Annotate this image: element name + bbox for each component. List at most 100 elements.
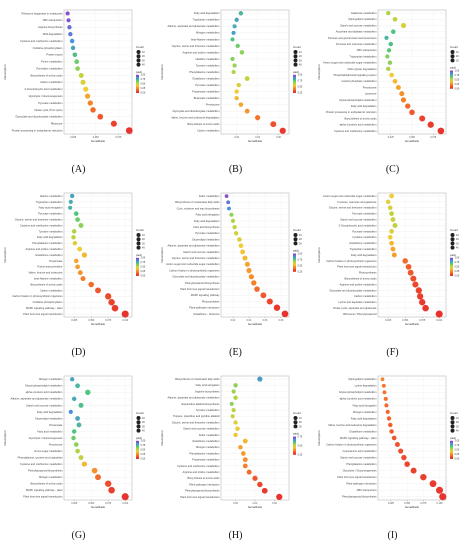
colorbar-segment: [450, 78, 453, 79]
category-label: alpha-Linolenic acid metabolism: [340, 123, 377, 127]
data-point: [387, 60, 393, 65]
y-axis-title: Description: [3, 64, 7, 79]
colorbar-segment: [136, 449, 139, 450]
data-point: [248, 274, 255, 280]
colorbar-tick-label: 0.75: [141, 261, 146, 264]
colorbar-tick-label: 0.75: [298, 259, 303, 262]
y-axis-title: Description: [3, 430, 7, 445]
data-point: [229, 401, 234, 406]
data-point: [230, 414, 235, 419]
colorbar-segment: [136, 269, 139, 270]
colorbar-segment: [293, 81, 296, 83]
data-point: [68, 409, 73, 414]
colorbar-segment: [136, 451, 139, 453]
colorbar-segment: [293, 86, 296, 88]
colorbar-segment: [136, 82, 139, 84]
category-label: Starch and sucrose metabolism: [26, 403, 62, 407]
colorbar-segment: [293, 261, 296, 262]
colorbar-segment: [293, 263, 296, 265]
colorbar-segment: [136, 454, 139, 456]
data-point: [392, 78, 398, 84]
colorbar-segment: [450, 454, 453, 456]
x-axis-title: GeneRatio: [405, 139, 420, 143]
colorbar-segment: [293, 443, 296, 445]
data-point: [419, 115, 426, 122]
data-point: [73, 211, 79, 216]
colorbar-segment: [136, 266, 139, 267]
data-point: [391, 29, 396, 34]
data-point: [77, 246, 83, 252]
data-point: [237, 237, 242, 242]
category-label: MAPK signaling pathway - plant: [26, 488, 63, 492]
category-label: Biosynthesis of amino acids: [30, 482, 63, 486]
category-label: Arginine biosynthesis: [38, 25, 63, 29]
colorbar-segment: [136, 453, 139, 455]
colorbar-segment: [293, 260, 296, 262]
category-label: Amino sugar and nucleotide sugar metabol…: [166, 262, 219, 266]
legend-padj-title: padj: [450, 253, 456, 257]
panel-label: (I): [387, 530, 398, 541]
data-point: [389, 229, 394, 234]
legend-size-dot: [450, 428, 455, 433]
category-label: Photosynthesis: [202, 299, 220, 303]
data-point: [409, 109, 415, 116]
dotplot: Fatty acid degradation Tryptophan metabol…: [160, 9, 303, 143]
data-point: [69, 38, 75, 44]
category-label: Carbon metabolism: [354, 294, 377, 298]
data-point: [95, 287, 101, 294]
data-point: [70, 193, 75, 199]
legend-size-label: 40: [299, 64, 302, 67]
category-label: Cysteine and methionine metabolism: [20, 39, 63, 43]
category-label: Purine and pyrimidine: [37, 265, 63, 269]
colorbar-segment: [136, 85, 139, 87]
colorbar-segment: [450, 271, 453, 273]
dotplot: Ribosome biogenesis in eukaryotes ABC tra…: [3, 9, 146, 143]
legend-padj-title: padj: [293, 70, 299, 74]
category-label: Phenylalanine, tyrosine and tryptophan: [18, 455, 63, 459]
data-point: [387, 234, 393, 240]
category-label: Glyoxylate and dicarboxylate metabolism: [172, 275, 219, 279]
colorbar-segment: [136, 258, 139, 260]
category-label: Cysteine and methionine metabolism: [334, 129, 377, 133]
legend-size-dot: [136, 50, 141, 54]
colorbar-tick-label: 0.50: [298, 86, 303, 89]
colorbar-segment: [136, 272, 139, 273]
x-tick-label: 0.050: [88, 502, 95, 505]
x-tick-label: 0.075: [419, 319, 426, 322]
colorbar-segment: [136, 78, 139, 80]
legend-size-dot: [293, 58, 298, 63]
data-point: [71, 235, 76, 240]
category-label: Alanine metabolism: [40, 194, 63, 198]
category-label: Phenylpropanoid biosynthesis: [28, 469, 63, 473]
x-tick-label: 0.100: [122, 502, 129, 505]
colorbar-tick-label: 0.25: [141, 87, 146, 90]
category-label: Ribosome biogenesis in eukaryotes: [22, 11, 64, 15]
legend-size-label: 10: [142, 417, 145, 420]
colorbar-segment: [450, 87, 453, 89]
category-label: Pyruvate metabolism: [195, 231, 219, 235]
legend-size-label: 20: [142, 238, 145, 241]
colorbar-segment: [293, 447, 296, 448]
colorbar-segment: [450, 268, 453, 270]
colorbar-segment: [450, 269, 453, 271]
colorbar-segment: [293, 79, 296, 81]
colorbar-tick-label: 0.00: [141, 92, 146, 95]
dotplot: Alanine metabolism Tryptophan metabolism F…: [3, 192, 146, 326]
colorbar-segment: [293, 256, 296, 258]
data-point: [105, 293, 112, 300]
colorbar-segment: [293, 255, 296, 256]
data-point: [71, 229, 77, 234]
data-point: [415, 287, 422, 294]
colorbar-segment: [293, 451, 296, 453]
data-point: [242, 463, 248, 469]
category-label: Plant hormone signal transduction: [337, 475, 377, 479]
colorbar-segment: [293, 436, 296, 438]
category-label: Ribosome: [51, 122, 63, 126]
category-label: 2-Oxocarboxylic acid metabolism: [24, 87, 62, 91]
colorbar-segment: [136, 445, 139, 447]
colorbar-tick-label: 0.75: [455, 261, 460, 264]
category-label: Peroxisome: [363, 85, 377, 89]
data-point: [71, 429, 77, 434]
category-label: ABC transporters: [357, 48, 378, 52]
category-label: ABC transporters: [357, 488, 378, 492]
